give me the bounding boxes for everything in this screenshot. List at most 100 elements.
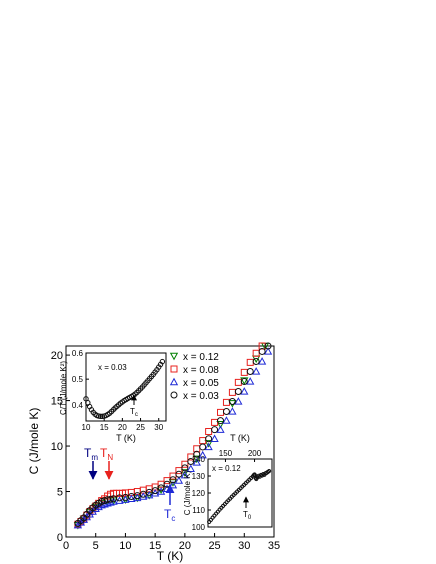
y-tick-label: 15 — [51, 395, 63, 407]
data-point — [205, 435, 213, 443]
inset-highT-x-ticks: 150 200 — [219, 449, 262, 462]
legend-marker — [170, 391, 178, 399]
data-point — [216, 425, 225, 433]
data-point — [263, 347, 273, 355]
y-tick-label: 5 — [57, 486, 63, 498]
data-point — [181, 460, 189, 468]
data-point — [240, 377, 248, 385]
inset-ct-tc-sub: c — [135, 412, 138, 418]
data-point — [264, 342, 272, 350]
data-point — [181, 464, 189, 472]
data-point — [246, 367, 254, 375]
inset-highT-chart: 150 200 100 110 120 130 140 T (K) C (J/mole K… — [183, 433, 273, 532]
legend-entry: x = 0.05 — [169, 377, 219, 389]
tc-sub: c — [171, 514, 175, 523]
data-point — [257, 357, 267, 365]
data-point — [252, 349, 260, 357]
inset-highT-series — [207, 468, 272, 525]
y-tick-label: 0.5 — [72, 375, 84, 384]
legend-entry: x = 0.08 — [170, 365, 219, 376]
x-tick-label: 10 — [82, 423, 91, 432]
y-tick-label: 0 — [57, 532, 63, 544]
inset-ct-frame — [85, 352, 167, 422]
data-point — [234, 387, 242, 395]
data-point — [187, 458, 195, 466]
inset-ct-label: x = 0.03 — [98, 363, 127, 372]
data-point — [217, 417, 225, 425]
data-point — [175, 470, 183, 478]
data-point — [204, 440, 213, 448]
legend-entry: x = 0.03 — [170, 391, 219, 402]
y-tick-label: 140 — [192, 455, 206, 464]
inset-highT-x-axis-label: T (K) — [230, 433, 250, 443]
y-tick-label: 10 — [51, 441, 63, 453]
data-point — [222, 407, 230, 415]
legend-label: x = 0.08 — [183, 365, 219, 376]
data-point — [204, 442, 213, 451]
x-tick-label: 35 — [268, 540, 280, 552]
y-tick-label: 0.4 — [72, 401, 84, 410]
inset-highT-t0-main: T — [243, 510, 248, 519]
x-tick-label: 15 — [149, 540, 161, 552]
x-tick-label: 150 — [219, 449, 233, 458]
inset-highT-label: x = 0.12 — [212, 464, 241, 473]
y-tick-label: 0.6 — [72, 349, 84, 358]
y-tick-label: 120 — [192, 489, 206, 498]
data-point — [266, 468, 272, 474]
data-point — [156, 487, 166, 495]
inset-ct-tc-label: Tc — [130, 407, 138, 418]
data-point — [252, 357, 260, 365]
data-point — [139, 492, 148, 500]
data-point — [240, 377, 249, 385]
data-point — [217, 408, 225, 416]
data-point — [199, 443, 207, 451]
data-point — [234, 397, 243, 405]
x-tick-label: 0 — [63, 540, 69, 552]
inset-highT-t0-sub: 0 — [248, 515, 252, 521]
x-tick-label: 5 — [93, 540, 99, 552]
inset-highT-y-axis-label: C (J/mole K) — [183, 470, 192, 515]
data-point — [211, 426, 219, 434]
inset-highT-t0-label: T0 — [243, 510, 252, 521]
data-point — [151, 487, 159, 495]
data-point — [169, 476, 177, 484]
main-chart: 0 5 10 15 20 25 30 35 0 5 10 15 20 T (K) C (J/mole … — [27, 342, 280, 563]
x-tick-label: 20 — [179, 540, 191, 552]
data-point — [174, 476, 184, 484]
inset-ct-x-axis-label: T (K) — [116, 433, 136, 443]
legend: x = 0.12 x = 0.08 x = 0.05 x = 0.03 — [169, 352, 219, 402]
y-tick-label: 130 — [192, 472, 206, 481]
data-point — [210, 434, 219, 442]
legend-entry: x = 0.12 — [169, 352, 219, 363]
data-point — [234, 378, 242, 386]
data-point — [192, 455, 201, 464]
y-tick-label: 110 — [192, 506, 205, 515]
data-point — [252, 367, 261, 375]
tm-annotation: Tm — [84, 446, 98, 480]
tn-main: T — [100, 446, 108, 460]
data-point — [94, 502, 103, 511]
main-plot-frame — [65, 345, 275, 538]
tm-label: Tm — [84, 446, 98, 462]
inset-ct-tc-main: T — [130, 407, 135, 416]
legend-marker — [169, 377, 179, 386]
inset-ct-y-axis-label: C/T (J/mole K²) — [59, 361, 68, 415]
tm-main: T — [84, 446, 92, 460]
main-y-ticks: 0 5 10 15 20 — [51, 350, 70, 544]
data-point — [180, 470, 190, 479]
y-tick-label: 20 — [51, 350, 63, 362]
data-point — [205, 427, 213, 435]
data-point — [91, 504, 100, 513]
data-point — [175, 467, 183, 475]
tc-main: T — [164, 507, 172, 521]
data-point — [228, 388, 236, 396]
series-x003 — [74, 342, 272, 527]
data-point — [133, 493, 142, 502]
main-y-axis-label: C (J/mole K) — [27, 408, 41, 475]
tn-annotation: TN — [100, 446, 114, 480]
tn-sub: N — [107, 453, 113, 462]
data-point — [222, 416, 231, 424]
data-point — [180, 469, 190, 477]
tc-label: Tc — [164, 507, 175, 523]
data-point — [246, 377, 255, 385]
